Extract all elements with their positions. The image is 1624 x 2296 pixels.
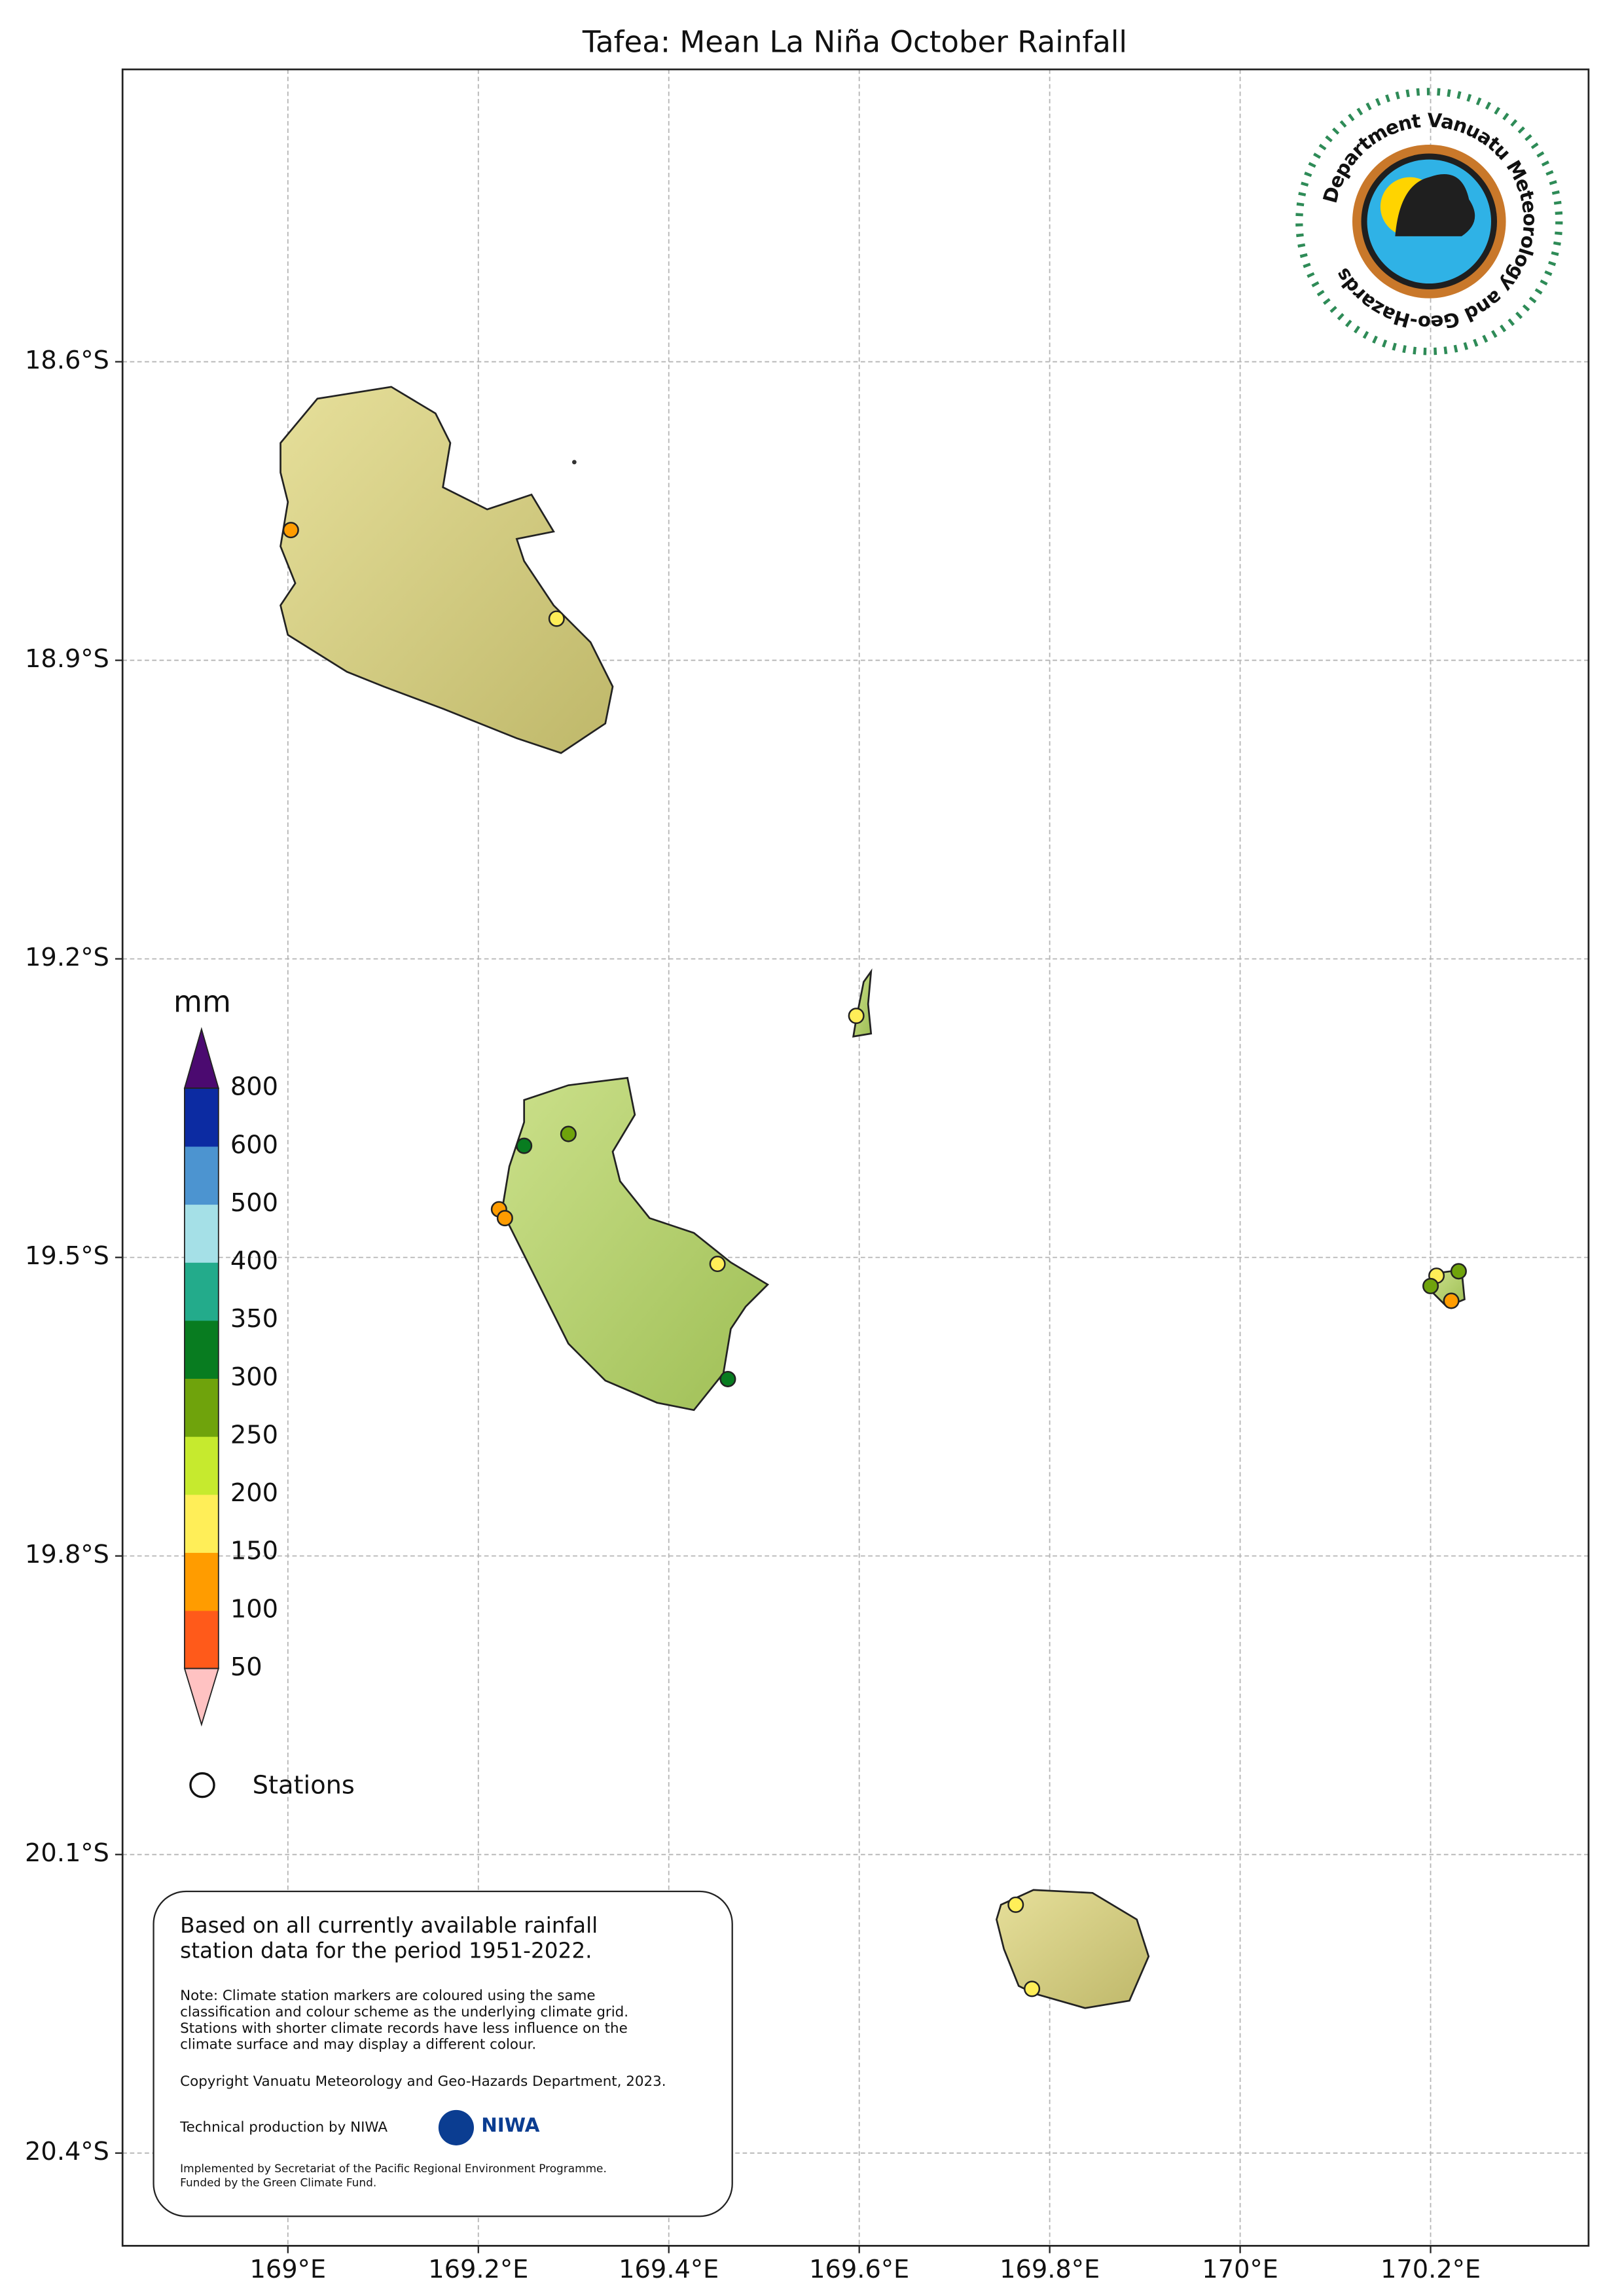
lat-tick-label: 19.2°S bbox=[25, 943, 109, 972]
colorbar-label: 250 bbox=[230, 1420, 278, 1449]
lat-tick-label: 20.1°S bbox=[25, 1838, 109, 1868]
erromango-island bbox=[280, 386, 614, 754]
lat-tick-label: 19.8°S bbox=[25, 1540, 109, 1569]
station-marker bbox=[1422, 1277, 1439, 1294]
notes-text: station data for the period 1951-2022. bbox=[180, 1939, 592, 1963]
station-marker bbox=[282, 522, 299, 539]
colorbar-label: 200 bbox=[230, 1478, 278, 1508]
station-marker bbox=[548, 610, 565, 627]
station-marker bbox=[719, 1370, 736, 1387]
colorbar-segment bbox=[184, 1436, 219, 1495]
notes-text: Implemented by Secretariat of the Pacifi… bbox=[180, 2162, 607, 2175]
logo-wreath bbox=[1295, 88, 1563, 355]
lon-tick-label: 169.6°E bbox=[809, 2255, 909, 2284]
station-marker bbox=[1024, 1980, 1041, 1997]
niwa-wordmark: NIWA bbox=[481, 2114, 539, 2136]
colorbar-label: 600 bbox=[230, 1130, 278, 1159]
colorbar-label: 350 bbox=[230, 1304, 278, 1334]
station-marker bbox=[560, 1125, 577, 1142]
colorbar-segment bbox=[184, 1552, 219, 1611]
lat-tick-label: 19.5°S bbox=[25, 1241, 109, 1271]
station-marker bbox=[1450, 1263, 1467, 1280]
logo-cloud bbox=[1395, 173, 1475, 236]
notes-text: Stations with shorter climate records ha… bbox=[180, 2020, 628, 2037]
station-marker bbox=[709, 1256, 726, 1273]
niwa-logo: NIWA bbox=[438, 2109, 540, 2145]
lat-tick-label: 18.9°S bbox=[25, 644, 109, 674]
lon-tick-label: 170.2°E bbox=[1380, 2255, 1481, 2284]
colorbar-label: 150 bbox=[230, 1537, 278, 1566]
colorbar-label: 400 bbox=[230, 1247, 278, 1276]
niwa-emblem bbox=[438, 2109, 475, 2145]
notes-text: climate surface and may display a differ… bbox=[180, 2037, 536, 2053]
title: Tafea: Mean La Niña October Rainfall bbox=[582, 25, 1127, 60]
islet bbox=[571, 460, 577, 465]
lat-tick-label: 18.6°S bbox=[25, 346, 109, 375]
stations bbox=[282, 522, 1467, 1997]
lon-tick-label: 170°E bbox=[1202, 2255, 1278, 2284]
legend-stations: Stations bbox=[253, 1770, 355, 1800]
station-marker bbox=[496, 1210, 513, 1227]
station-marker bbox=[848, 1008, 865, 1025]
legend-station-symbol bbox=[189, 1772, 215, 1798]
notes-text: classification and colour scheme as the … bbox=[180, 2004, 628, 2020]
colorbar-segment bbox=[184, 1320, 219, 1379]
notes-text: Copyright Vanuatu Meteorology and Geo-Ha… bbox=[180, 2073, 666, 2090]
notes-box bbox=[153, 1890, 733, 2217]
lat-tick-label: 20.4°S bbox=[25, 2137, 109, 2166]
colorbar: 50 100 150 200 250 300 350 400 500 600 800 bbox=[183, 1027, 278, 1727]
lon-tick-label: 169.4°E bbox=[619, 2255, 719, 2284]
logo: Department Vanuatu Meteorology and Geo-H… bbox=[1295, 88, 1563, 355]
notes-text: Based on all currently available rainfal… bbox=[180, 1913, 598, 1938]
notes-text: Technical production by NIWA bbox=[179, 2119, 388, 2136]
aniwa-island bbox=[852, 968, 873, 1038]
colorbar-segment bbox=[184, 1494, 219, 1553]
colorbar-label: 50 bbox=[230, 1652, 262, 1682]
lon-tick-label: 169.8°E bbox=[1000, 2255, 1100, 2284]
station-marker bbox=[1443, 1292, 1460, 1309]
station-marker bbox=[1007, 1896, 1024, 1913]
map-frame bbox=[121, 68, 1590, 2247]
colorbar-segment bbox=[184, 1146, 219, 1205]
colorbar-segment bbox=[184, 1262, 219, 1321]
colorbar-label: 800 bbox=[230, 1072, 278, 1102]
colorbar-label: 100 bbox=[230, 1594, 278, 1624]
colorbar-over bbox=[183, 1027, 220, 1089]
colorbar-outline bbox=[184, 1087, 219, 1669]
station-marker bbox=[516, 1137, 533, 1154]
colorbar-segment bbox=[184, 1610, 219, 1669]
colorbar-label: 500 bbox=[230, 1188, 278, 1218]
colorbar-segment bbox=[184, 1088, 219, 1147]
colorbar-under bbox=[183, 1667, 220, 1727]
colorbar-label: 300 bbox=[230, 1362, 278, 1392]
colorbar-unit: mm bbox=[173, 985, 231, 1019]
notes-text: Note: Climate station markers are colour… bbox=[180, 1988, 595, 2004]
notes-text: Funded by the Green Climate Fund. bbox=[180, 2176, 376, 2189]
colorbar-segment bbox=[184, 1378, 219, 1437]
lon-tick-label: 169°E bbox=[250, 2255, 327, 2284]
lon-tick-label: 169.2°E bbox=[428, 2255, 528, 2284]
colorbar-segment bbox=[184, 1204, 219, 1263]
notes: Based on all currently available rainfal… bbox=[179, 1913, 666, 2189]
tanna-island bbox=[501, 1076, 770, 1412]
aneityum-island bbox=[996, 1889, 1150, 2009]
